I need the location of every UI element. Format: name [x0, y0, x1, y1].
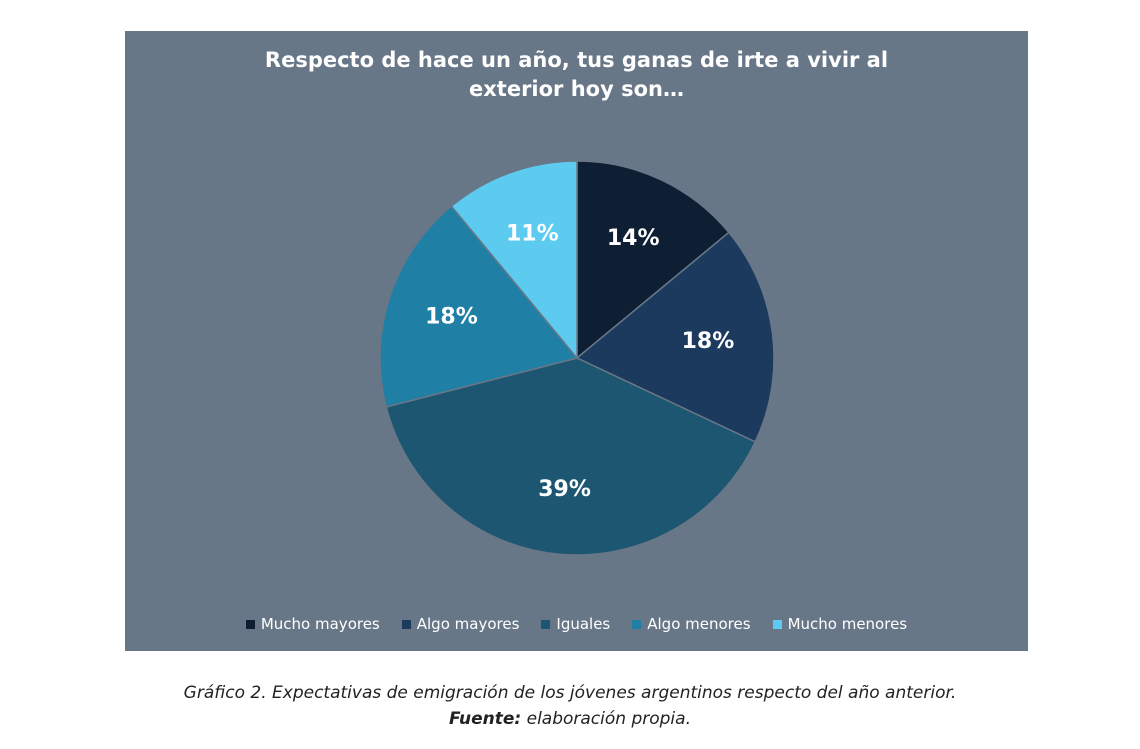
legend-item-iguales: Iguales [541, 615, 610, 633]
figure-caption: Gráfico 2. Expectativas de emigración de… [0, 680, 1140, 732]
legend-label: Mucho mayores [260, 615, 380, 633]
slice-label-algo-menores: 18% [425, 305, 478, 330]
figure-text: Expectativas de emigración de los jóvene… [272, 683, 957, 703]
caption-line-2: Fuente: elaboración propia. [0, 706, 1140, 732]
chart-title-line-2: exterior hoy son… [469, 77, 684, 101]
legend-label: Iguales [556, 615, 611, 633]
pie-slice-mucho-mayores [576, 160, 730, 360]
legend-label: Mucho menores [787, 615, 908, 633]
legend-swatch [541, 619, 551, 629]
slice-label-iguales: 39% [538, 477, 591, 502]
legend-swatch [632, 619, 642, 629]
legend: Mucho mayores Algo mayores Iguales Algo men… [125, 615, 1028, 633]
legend-item-mucho-mayores: Mucho mayores [245, 615, 380, 633]
source-text: elaboración propia. [526, 709, 691, 729]
legend-swatch [245, 619, 255, 629]
slice-label-algo-mayores: 18% [682, 329, 735, 354]
legend-item-mucho-menores: Mucho menores [772, 615, 908, 633]
legend-item-algo-menores: Algo menores [632, 615, 751, 633]
pie-slice-mucho-menores [450, 160, 578, 361]
legend-label: Algo menores [647, 615, 751, 633]
caption-line-1: Gráfico 2. Expectativas de emigración de… [0, 680, 1140, 706]
pie-slice-algo-mayores [575, 231, 775, 443]
pie-slice-iguales [385, 357, 757, 556]
source-label: Fuente: [449, 709, 522, 729]
legend-swatch [772, 619, 782, 629]
legend-item-algo-mayores: Algo mayores [401, 615, 520, 633]
figure-label: Gráfico 2. [183, 683, 267, 703]
slice-label-mucho-menores: 11% [506, 221, 559, 246]
legend-label: Algo mayores [416, 615, 520, 633]
pie-slice-algo-menores [379, 205, 579, 408]
legend-swatch [401, 619, 411, 629]
slice-label-mucho-mayores: 14% [607, 226, 660, 251]
chart-panel: Respecto de hace un año, tus ganas de ir… [125, 31, 1028, 651]
chart-title-line-1: Respecto de hace un año, tus ganas de ir… [264, 48, 889, 72]
chart-title: Respecto de hace un año, tus ganas de ir… [125, 46, 1028, 104]
pie-chart: 14% 18% 39% 18% 11% [379, 160, 775, 556]
